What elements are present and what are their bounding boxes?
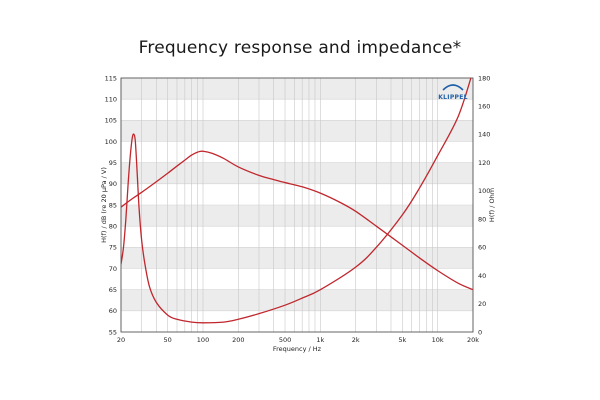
y-right-tick-label: 80 xyxy=(478,215,486,223)
x-tick-label: 200 xyxy=(232,336,244,344)
y-left-tick-label: 75 xyxy=(109,244,117,252)
x-axis-label: Frequency / Hz xyxy=(273,345,322,353)
plot-bands xyxy=(121,78,473,311)
logo-text: KLIPPEL xyxy=(438,94,468,101)
y-right-axis-ticks: 0 20 40 60 80 100 120 140 160 180 xyxy=(478,74,490,336)
y-left-tick-label: 100 xyxy=(105,138,117,146)
series-impedance-line xyxy=(121,78,472,324)
chart-title: Frequency response and impedance* xyxy=(138,38,462,58)
x-tick-label: 50 xyxy=(164,336,172,344)
logo-arc-icon xyxy=(442,84,464,91)
y-left-tick-label: 95 xyxy=(109,159,117,167)
y-right-tick-label: 0 xyxy=(478,328,482,336)
series-frequency-response-line xyxy=(121,150,473,291)
y-right-tick-label: 120 xyxy=(478,159,490,167)
plot-band xyxy=(121,162,473,184)
x-tick-label: 10k xyxy=(432,336,444,344)
y-right-tick-label: 20 xyxy=(478,300,486,308)
x-tick-label: 5k xyxy=(398,336,406,344)
plot-band xyxy=(121,247,473,269)
y-right-tick-label: 180 xyxy=(478,74,490,82)
y-right-tick-label: 60 xyxy=(478,244,486,252)
x-tick-label: 2k xyxy=(352,336,360,344)
x-tick-label: 20k xyxy=(467,336,479,344)
plot-band xyxy=(121,205,473,227)
y-left-tick-label: 90 xyxy=(109,180,117,188)
x-tick-label: 500 xyxy=(279,336,291,344)
x-tick-label: 100 xyxy=(197,336,209,344)
y-left-axis-label: H(f) / dB (re 20 µPa / V) xyxy=(100,167,108,243)
y-left-tick-label: 65 xyxy=(109,286,117,294)
x-axis-ticks: 20 50 100 200 500 1k 2k 5k 10k 20k xyxy=(117,336,479,344)
y-left-tick-label: 85 xyxy=(109,201,117,209)
y-right-tick-label: 160 xyxy=(478,103,490,111)
y-left-tick-label: 105 xyxy=(105,117,117,125)
x-tick-label: 20 xyxy=(117,336,125,344)
y-left-tick-label: 55 xyxy=(109,328,117,336)
y-right-axis-label: H(f) / Ohm xyxy=(488,188,496,222)
y-left-axis-ticks: 55 60 65 70 75 80 85 90 95 100 105 110 115 xyxy=(105,74,117,336)
x-tick-label: 1k xyxy=(316,336,324,344)
series-layer xyxy=(121,78,473,324)
y-right-tick-label: 100 xyxy=(478,187,490,195)
y-right-tick-label: 140 xyxy=(478,131,490,139)
plot-frame xyxy=(120,77,474,333)
y-right-tick-label: 40 xyxy=(478,272,486,280)
plot-band xyxy=(121,120,473,142)
klippel-logo: KLIPPEL xyxy=(438,84,468,101)
y-left-tick-label: 80 xyxy=(109,222,117,230)
y-left-tick-label: 110 xyxy=(105,95,117,103)
plot-band xyxy=(121,78,473,100)
vertical-gridlines xyxy=(120,78,474,332)
y-left-tick-label: 60 xyxy=(109,307,117,315)
y-left-tick-label: 115 xyxy=(105,74,117,82)
y-left-tick-label: 70 xyxy=(109,265,117,273)
